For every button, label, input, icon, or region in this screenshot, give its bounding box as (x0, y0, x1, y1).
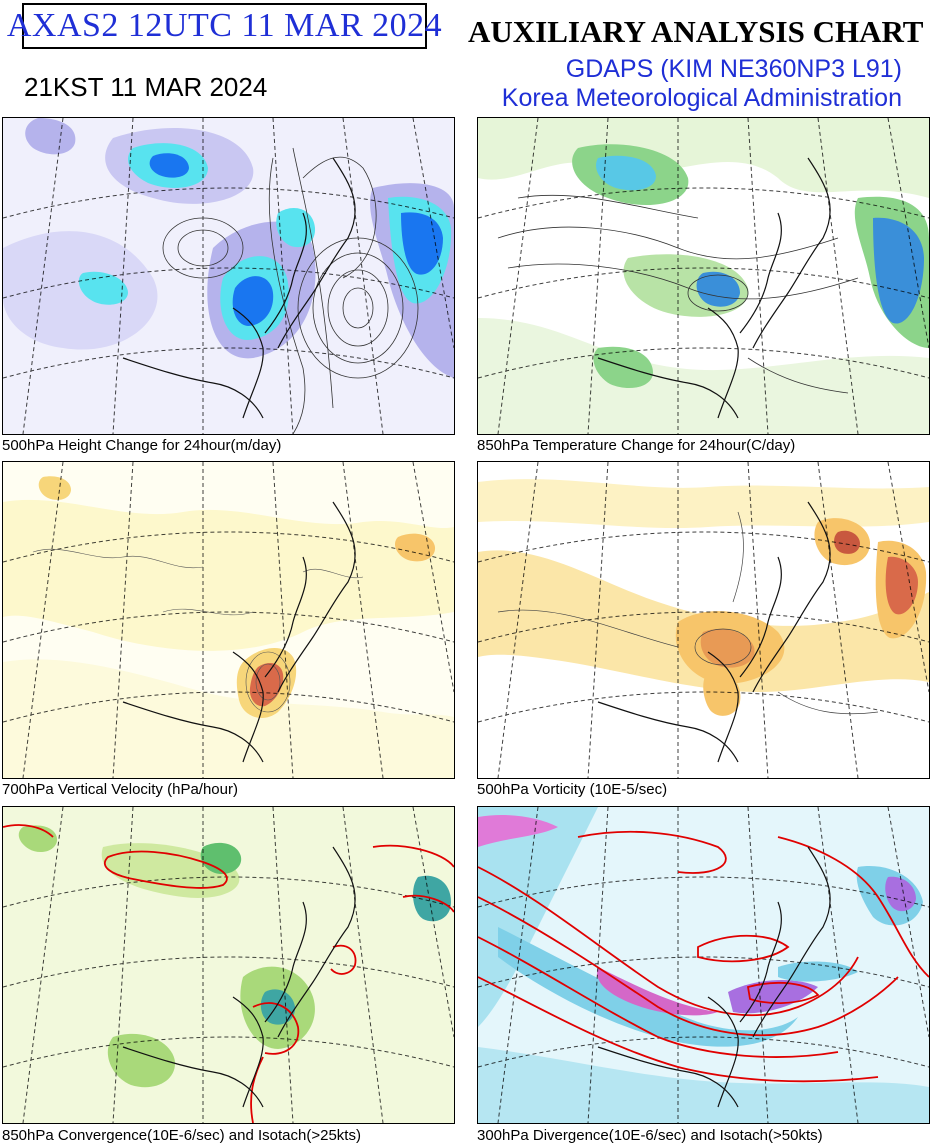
chart-title: AUXILIARY ANALYSIS CHART II (468, 14, 931, 49)
caption-vertical-velocity: 700hPa Vertical Velocity (hPa/hour) (2, 781, 238, 798)
panel-height-change (2, 117, 455, 435)
model-name: GDAPS (KIM NE360NP3 L91) (565, 55, 902, 83)
caption-divergence: 300hPa Divergence(10E-6/sec) and Isotach… (477, 1127, 823, 1144)
map-vorticity (478, 462, 929, 778)
product-code: AXAS2 12UTC 11 MAR 2024 (6, 7, 443, 44)
product-code-box: AXAS2 12UTC 11 MAR 2024 (6, 3, 443, 49)
panel-divergence (477, 806, 930, 1124)
map-height-change (3, 118, 454, 434)
map-divergence (478, 807, 929, 1123)
agency-name: Korea Meteorological Administration (501, 84, 902, 112)
panel-vertical-velocity (2, 461, 455, 779)
valid-time: 21KST 11 MAR 2024 (24, 72, 268, 102)
map-convergence (3, 807, 454, 1123)
map-temperature-change (478, 118, 929, 434)
caption-height-change: 500hPa Height Change for 24hour(m/day) (2, 437, 282, 454)
caption-temperature-change: 850hPa Temperature Change for 24hour(C/d… (477, 437, 796, 454)
panel-temperature-change (477, 117, 930, 435)
caption-convergence: 850hPa Convergence(10E-6/sec) and Isotac… (2, 1127, 361, 1144)
panel-convergence (2, 806, 455, 1124)
panel-vorticity (477, 461, 930, 779)
map-vertical-velocity (3, 462, 454, 778)
caption-vorticity: 500hPa Vorticity (10E-5/sec) (477, 781, 668, 798)
